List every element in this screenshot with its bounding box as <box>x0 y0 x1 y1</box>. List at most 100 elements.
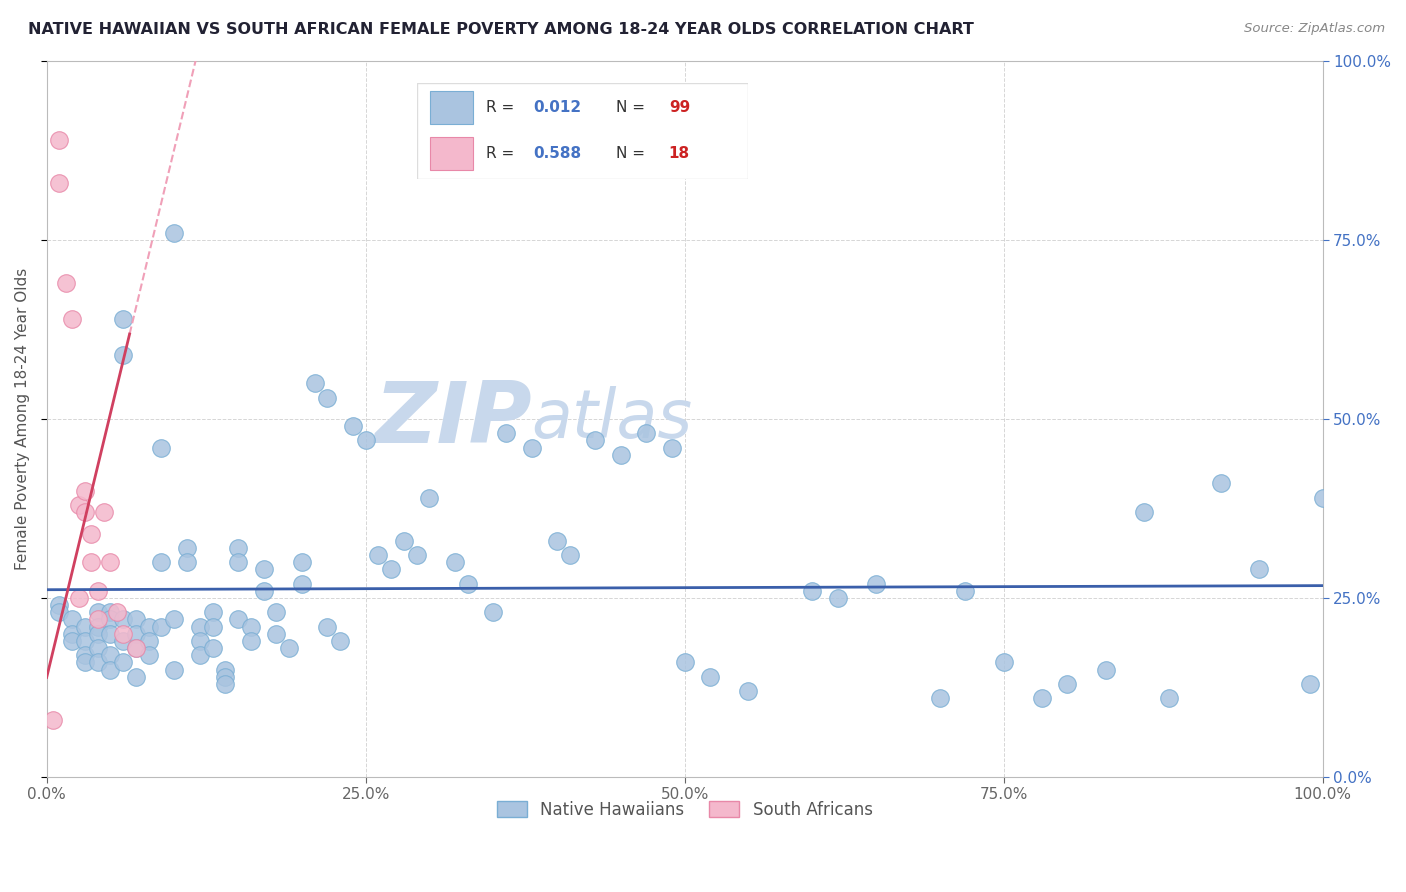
Point <box>278 640 301 655</box>
Point <box>100 612 122 626</box>
Point <box>546 533 568 548</box>
Point <box>100 605 122 619</box>
Point <box>125 670 148 684</box>
Point <box>42 713 65 727</box>
Point <box>329 633 352 648</box>
Point <box>418 491 440 505</box>
Point <box>827 591 849 605</box>
Point <box>252 583 274 598</box>
Point <box>55 276 77 290</box>
Point <box>188 619 211 633</box>
Point <box>495 426 517 441</box>
Point <box>112 612 135 626</box>
Point <box>125 640 148 655</box>
Point <box>100 663 122 677</box>
Point <box>558 548 581 562</box>
Point <box>86 656 108 670</box>
Point <box>405 548 427 562</box>
Point <box>73 505 96 519</box>
Point <box>86 619 108 633</box>
Legend: Native Hawaiians, South Africans: Native Hawaiians, South Africans <box>491 795 879 826</box>
Point <box>392 533 415 548</box>
Point <box>583 434 606 448</box>
Point <box>201 640 224 655</box>
Point <box>252 562 274 576</box>
Point <box>1247 562 1270 576</box>
Point <box>60 311 83 326</box>
Point <box>380 562 402 576</box>
Point <box>214 677 236 691</box>
Point <box>73 633 96 648</box>
Point <box>100 555 122 569</box>
Point <box>1094 663 1116 677</box>
Point <box>150 619 173 633</box>
Point <box>93 505 115 519</box>
Point <box>176 541 198 555</box>
Point <box>163 226 186 240</box>
Point <box>1209 476 1232 491</box>
Point <box>520 441 543 455</box>
Point <box>737 684 759 698</box>
Point <box>100 626 122 640</box>
Point <box>661 441 683 455</box>
Point <box>48 598 70 612</box>
Point <box>1159 691 1181 706</box>
Point <box>316 391 339 405</box>
Point <box>112 626 135 640</box>
Point <box>112 348 135 362</box>
Text: ZIP: ZIP <box>374 377 531 460</box>
Point <box>67 591 90 605</box>
Text: NATIVE HAWAIIAN VS SOUTH AFRICAN FEMALE POVERTY AMONG 18-24 YEAR OLDS CORRELATIO: NATIVE HAWAIIAN VS SOUTH AFRICAN FEMALE … <box>28 22 974 37</box>
Point <box>226 612 249 626</box>
Point <box>86 640 108 655</box>
Point <box>176 555 198 569</box>
Point <box>266 605 288 619</box>
Point <box>73 483 96 498</box>
Point <box>636 426 658 441</box>
Point <box>163 663 186 677</box>
Point <box>1312 491 1334 505</box>
Point <box>1031 691 1053 706</box>
Point <box>214 663 236 677</box>
Point <box>214 670 236 684</box>
Point <box>48 605 70 619</box>
Point <box>67 498 90 512</box>
Point <box>100 648 122 663</box>
Point <box>73 648 96 663</box>
Point <box>163 612 186 626</box>
Point <box>928 691 950 706</box>
Point <box>80 526 103 541</box>
Point <box>48 133 70 147</box>
Point <box>354 434 377 448</box>
Point <box>993 656 1015 670</box>
Point <box>444 555 467 569</box>
Point <box>673 656 696 670</box>
Point <box>316 619 339 633</box>
Point <box>86 583 108 598</box>
Point <box>188 633 211 648</box>
Text: Source: ZipAtlas.com: Source: ZipAtlas.com <box>1244 22 1385 36</box>
Point <box>239 633 262 648</box>
Point <box>112 311 135 326</box>
Point <box>73 656 96 670</box>
Point <box>138 633 160 648</box>
Point <box>125 640 148 655</box>
Point <box>955 583 977 598</box>
Point <box>48 176 70 190</box>
Point <box>457 576 479 591</box>
Point <box>80 555 103 569</box>
Point <box>801 583 824 598</box>
Point <box>150 441 173 455</box>
Point <box>188 648 211 663</box>
Point <box>1056 677 1078 691</box>
Point <box>60 612 83 626</box>
Point <box>266 626 288 640</box>
Y-axis label: Female Poverty Among 18-24 Year Olds: Female Poverty Among 18-24 Year Olds <box>15 268 30 570</box>
Point <box>367 548 389 562</box>
Point <box>73 619 96 633</box>
Point <box>482 605 505 619</box>
Point <box>60 633 83 648</box>
Point <box>865 576 887 591</box>
Point <box>86 605 108 619</box>
Point <box>60 626 83 640</box>
